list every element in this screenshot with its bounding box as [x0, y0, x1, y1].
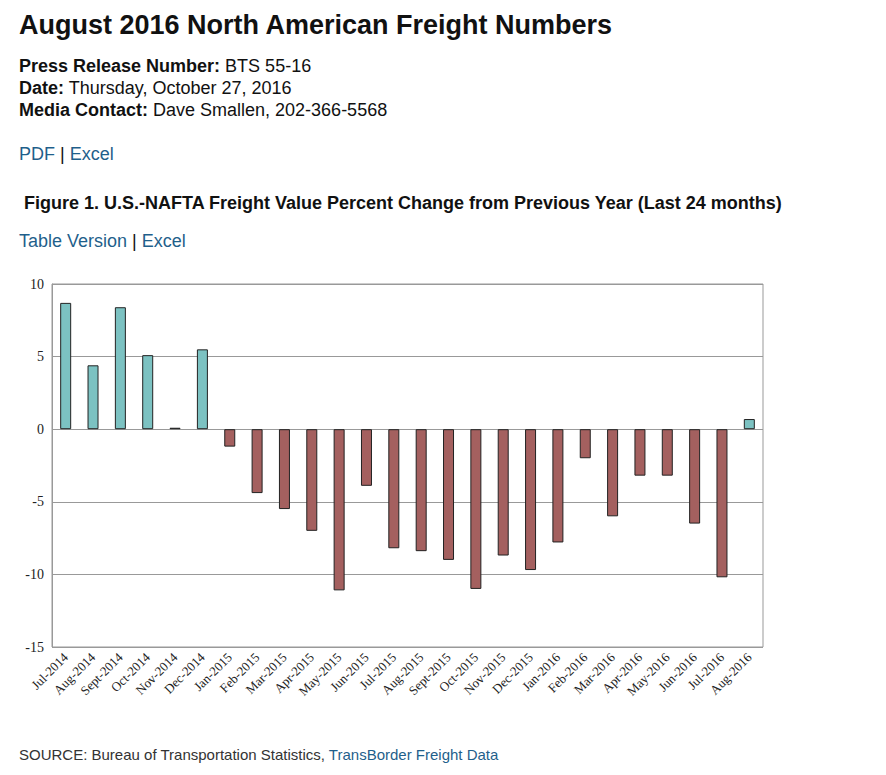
- svg-text:-5: -5: [32, 494, 44, 509]
- svg-text:Jun-2015: Jun-2015: [327, 649, 372, 695]
- svg-text:-10: -10: [25, 567, 44, 582]
- svg-text:Jul-2014: Jul-2014: [28, 649, 71, 693]
- svg-text:May-2016: May-2016: [623, 649, 673, 699]
- svg-text:Jul-2016: Jul-2016: [684, 649, 728, 693]
- svg-text:Nov-2014: Nov-2014: [132, 649, 181, 698]
- html-text:Press Release Number: BTS 55-1: Press Release Number: BTS 55-16: [19, 56, 312, 76]
- svg-text:-15: -15: [25, 640, 44, 655]
- svg-text:Oct-2015: Oct-2015: [435, 649, 482, 695]
- svg-text:Feb-2015: Feb-2015: [216, 649, 263, 696]
- svg-text:Aug-2015: Aug-2015: [378, 649, 427, 698]
- svg-text:Jun-2016: Jun-2016: [655, 649, 700, 695]
- svg-text:Nov-2015: Nov-2015: [460, 649, 509, 698]
- svg-text:0: 0: [37, 422, 44, 437]
- svg-text:May-2015: May-2015: [295, 649, 345, 699]
- svg-text:Apr-2015: Apr-2015: [271, 649, 318, 696]
- svg-text:Dec-2014: Dec-2014: [160, 649, 208, 697]
- html-text:Media Contact: Dave Smallen, 2: Media Contact: Dave Smallen, 202-366-556…: [19, 100, 388, 120]
- svg-text:Mar-2015: Mar-2015: [242, 649, 290, 697]
- svg-text:Figure 1. U.S.-NAFTA Freight V: Figure 1. U.S.-NAFTA Freight Value Perce…: [24, 193, 782, 213]
- svg-text:Aug-2014: Aug-2014: [50, 649, 99, 698]
- svg-text:10: 10: [30, 277, 44, 292]
- svg-text:Jan-2015: Jan-2015: [190, 649, 236, 694]
- svg-text:Apr-2016: Apr-2016: [599, 649, 646, 696]
- svg-text:Mar-2016: Mar-2016: [570, 649, 618, 697]
- svg-text:Jul-2015: Jul-2015: [356, 649, 400, 693]
- svg-text:Jan-2016: Jan-2016: [518, 649, 564, 694]
- html-text:Table Version | Excel: Table Version | Excel: [19, 231, 186, 251]
- svg-text:5: 5: [37, 349, 44, 364]
- html-text:SOURCE: Bureau of Transportati: SOURCE: Bureau of Transportation Statist…: [19, 746, 499, 763]
- html-text:PDF | Excel: PDF | Excel: [19, 144, 114, 164]
- html-text:Date: Thursday, October 27, 20: Date: Thursday, October 27, 2016: [19, 78, 292, 98]
- svg-text:Feb-2016: Feb-2016: [544, 649, 591, 696]
- html-text:August 2016 North American Fre: August 2016 North American Freight Numbe…: [19, 10, 613, 40]
- svg-text:Aug-2016: Aug-2016: [707, 649, 755, 697]
- svg-text:Sept-2015: Sept-2015: [405, 649, 454, 699]
- svg-text:Oct-2014: Oct-2014: [107, 649, 153, 695]
- svg-text:Dec-2015: Dec-2015: [489, 649, 536, 697]
- svg-text:Sept-2014: Sept-2014: [77, 649, 126, 699]
